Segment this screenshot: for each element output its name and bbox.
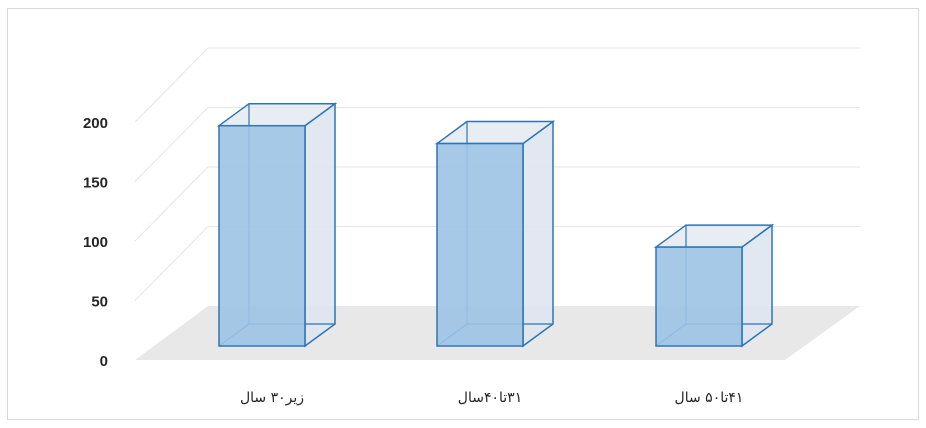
chart-frame <box>7 8 919 420</box>
gridline-side <box>134 47 209 123</box>
gridline-side <box>134 226 209 301</box>
y-tick-label: 200 <box>83 115 108 132</box>
bar <box>653 223 775 348</box>
y-tick-label: 0 <box>100 353 108 370</box>
bar-front <box>436 142 524 347</box>
x-axis: زیر۳۰ سال ۳۱تا۴۰سال ۴۱تا۵۰ سال <box>240 390 743 406</box>
bar-front <box>655 246 743 347</box>
gridline-side <box>134 166 209 242</box>
bars <box>216 102 775 348</box>
bar-side <box>304 102 336 348</box>
y-tick-label: 150 <box>83 175 108 192</box>
bar-front <box>218 124 306 347</box>
x-tick-label: زیر۳۰ سال <box>240 390 304 406</box>
y-axis: 0 50 100 150 200 <box>83 115 108 370</box>
gridline-side <box>134 107 209 182</box>
bar-side <box>522 120 554 348</box>
x-tick-label: ۴۱تا۵۰ سال <box>675 390 744 406</box>
y-tick-label: 100 <box>83 234 108 251</box>
bar <box>216 102 338 348</box>
y-tick-label: 50 <box>91 294 108 311</box>
bar <box>434 120 556 348</box>
x-tick-label: ۳۱تا۴۰سال <box>458 390 522 406</box>
